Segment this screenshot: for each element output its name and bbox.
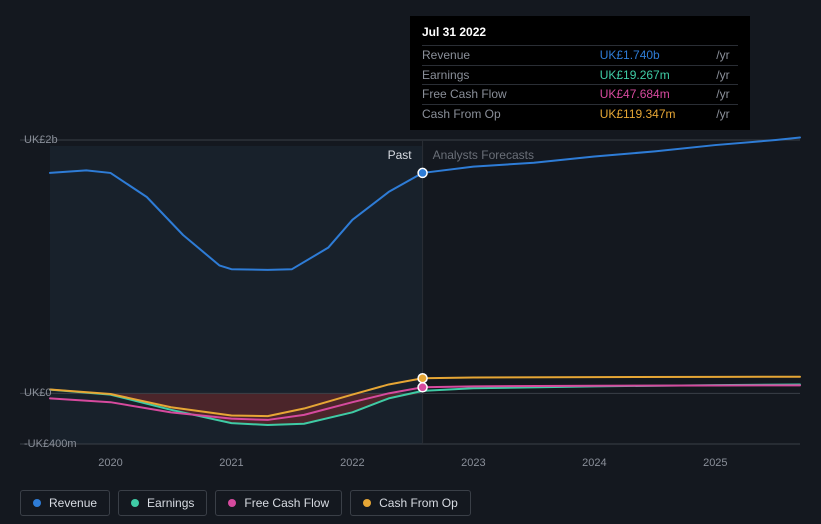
y-axis-label: UK£0 bbox=[24, 387, 52, 399]
x-axis-label: 2020 bbox=[98, 457, 122, 469]
tooltip-row-value: UK£119.347m bbox=[600, 105, 713, 124]
x-axis-label: 2021 bbox=[219, 457, 243, 469]
tooltip-row-unit: /yr bbox=[712, 85, 738, 105]
legend-dot-icon bbox=[228, 499, 236, 507]
tooltip-row-unit: /yr bbox=[712, 65, 738, 85]
tooltip-row-value: UK£1.740b bbox=[600, 45, 713, 65]
financials-chart: UK£2b UK£0 -UK£400m 2020 2021 2022 2023 2024 20… bbox=[0, 0, 821, 524]
legend-dot-icon bbox=[131, 499, 139, 507]
tooltip-row-label: Revenue bbox=[422, 45, 600, 65]
tooltip-row-unit: /yr bbox=[712, 105, 738, 124]
legend-item-label: Earnings bbox=[147, 496, 194, 510]
y-axis-label: -UK£400m bbox=[24, 438, 77, 450]
hover-tooltip: Jul 31 2022 RevenueUK£1.740b/yrEarningsU… bbox=[410, 16, 750, 130]
legend-item-label: Revenue bbox=[49, 496, 97, 510]
tooltip-row-value: UK£19.267m bbox=[600, 65, 713, 85]
x-axis-label: 2022 bbox=[340, 457, 364, 469]
x-axis-label: 2023 bbox=[461, 457, 485, 469]
forecast-label: Analysts Forecasts bbox=[433, 148, 534, 162]
tooltip-row: Cash From OpUK£119.347m/yr bbox=[422, 105, 738, 124]
legend-item-label: Free Cash Flow bbox=[244, 496, 329, 510]
legend-item-fcf[interactable]: Free Cash Flow bbox=[215, 490, 342, 516]
tooltip-row-value: UK£47.684m bbox=[600, 85, 713, 105]
tooltip-row: Free Cash FlowUK£47.684m/yr bbox=[422, 85, 738, 105]
legend-item-revenue[interactable]: Revenue bbox=[20, 490, 110, 516]
tooltip-title: Jul 31 2022 bbox=[422, 24, 738, 41]
legend-item-cfo[interactable]: Cash From Op bbox=[350, 490, 471, 516]
tooltip-row: RevenueUK£1.740b/yr bbox=[422, 45, 738, 65]
tooltip-row: EarningsUK£19.267m/yr bbox=[422, 65, 738, 85]
tooltip-row-label: Earnings bbox=[422, 65, 600, 85]
tooltip-row-label: Free Cash Flow bbox=[422, 85, 600, 105]
legend-item-earnings[interactable]: Earnings bbox=[118, 490, 207, 516]
tooltip-row-label: Cash From Op bbox=[422, 105, 600, 124]
past-label: Past bbox=[388, 148, 412, 162]
legend-dot-icon bbox=[33, 499, 41, 507]
y-axis-label: UK£2b bbox=[24, 134, 58, 146]
legend: Revenue Earnings Free Cash Flow Cash From O… bbox=[20, 490, 471, 516]
x-axis-label: 2025 bbox=[703, 457, 727, 469]
legend-dot-icon bbox=[363, 499, 371, 507]
tooltip-table: RevenueUK£1.740b/yrEarningsUK£19.267m/yr… bbox=[422, 45, 738, 124]
x-axis-label: 2024 bbox=[582, 457, 606, 469]
tooltip-row-unit: /yr bbox=[712, 45, 738, 65]
legend-item-label: Cash From Op bbox=[379, 496, 458, 510]
